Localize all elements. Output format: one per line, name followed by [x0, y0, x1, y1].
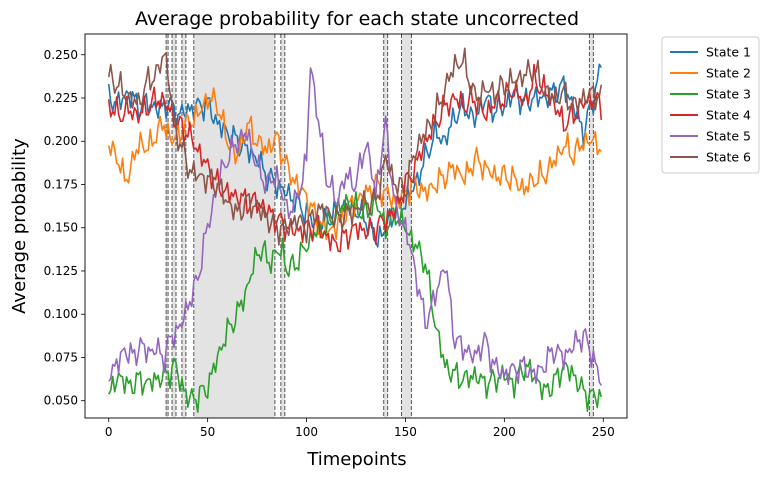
y-tick-label: 0.050 [44, 394, 78, 408]
y-tick-label: 0.250 [44, 48, 78, 62]
legend-label-state-2: State 2 [706, 66, 751, 81]
shaded-interval-3 [193, 34, 275, 418]
y-tick-label: 0.175 [44, 177, 78, 191]
x-axis-label: Timepoints [306, 449, 406, 470]
series-line-state-4 [107, 63, 603, 253]
legend-label-state-5: State 5 [706, 129, 751, 144]
series-lines [107, 47, 603, 413]
plot-area [84, 33, 628, 419]
x-tick-label: 150 [394, 425, 417, 439]
y-tick-label: 0.200 [44, 134, 78, 148]
y-axis-ticks: 0.050 0.075 0.100 0.125 0.150 0.175 0.200 0.225… [44, 48, 85, 408]
chart-title: Average probability for each state uncor… [135, 8, 579, 30]
legend-label-state-6: State 6 [706, 150, 751, 165]
series-line-state-5 [108, 67, 602, 386]
shaded-interval-1 [172, 34, 176, 418]
x-tick-label: 200 [493, 425, 516, 439]
legend-label-state-4: State 4 [706, 108, 751, 123]
shaded-interval-7 [589, 34, 594, 418]
y-tick-label: 0.100 [44, 307, 78, 321]
plot-frame [84, 33, 628, 419]
legend-frame [661, 36, 760, 174]
x-tick-label: 0 [105, 425, 113, 439]
legend: State 1 State 2 State 3 State 4 State 5 State… [661, 36, 760, 174]
x-tick-label: 100 [295, 425, 318, 439]
y-axis-label: Average probability [9, 138, 30, 314]
legend-label-state-1: State 1 [706, 45, 751, 60]
y-tick-label: 0.125 [44, 264, 78, 278]
legend-label-state-3: State 3 [706, 87, 751, 102]
y-tick-label: 0.225 [44, 91, 78, 105]
series-line-state-6 [107, 47, 603, 246]
shaded-interval-0 [166, 34, 169, 418]
shaded-interval-2 [181, 34, 186, 418]
y-tick-label: 0.075 [44, 350, 78, 364]
x-tick-label: 50 [200, 425, 215, 439]
x-axis-ticks: 0 50 100 150 200 250 [105, 418, 615, 439]
x-tick-label: 250 [592, 425, 615, 439]
y-tick-label: 0.150 [44, 221, 78, 235]
